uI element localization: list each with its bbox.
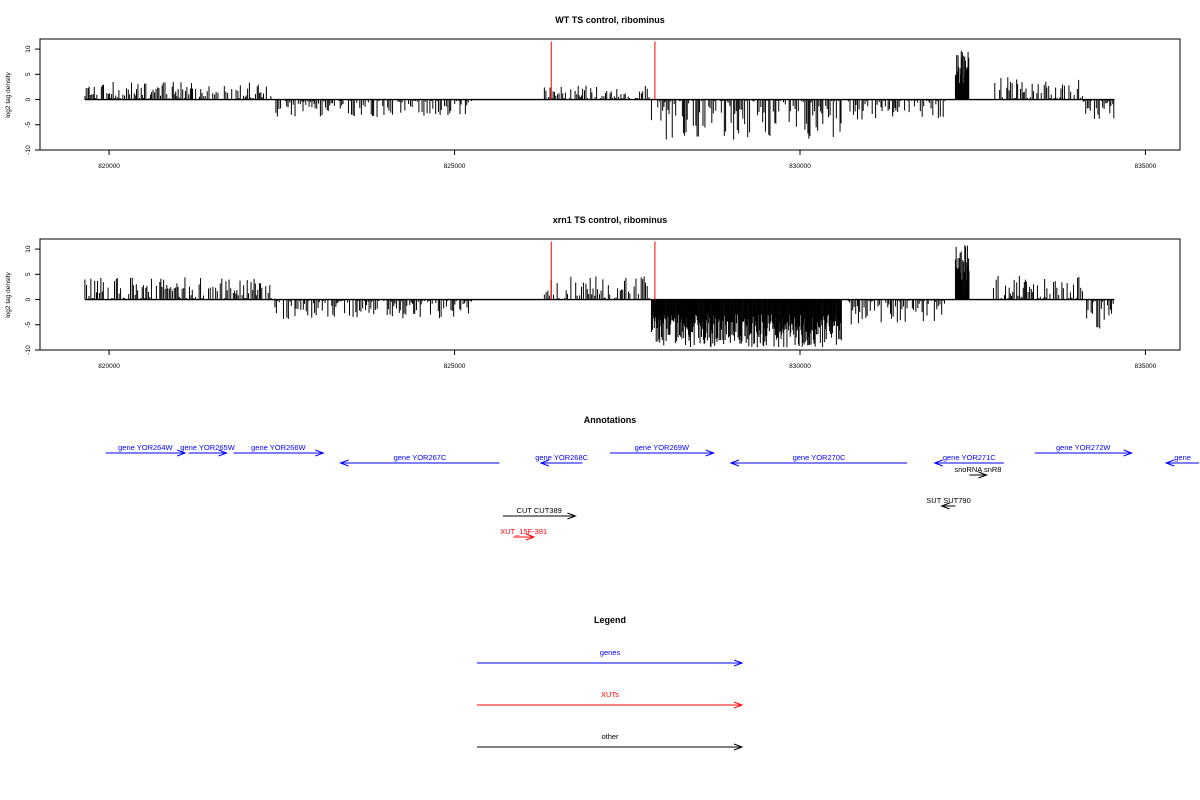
x-tick-label: 830000: [789, 363, 811, 370]
arrowhead: [218, 449, 228, 457]
y-tick-label: 5: [25, 272, 32, 276]
feature-label: gene YOR271C: [943, 453, 996, 462]
legend-arrowhead: [733, 701, 744, 709]
x-tick-label: 835000: [1135, 363, 1157, 370]
annotations-title: Annotations: [584, 415, 637, 425]
feature-label: gene YOR267C: [394, 453, 447, 462]
arrowhead: [567, 512, 577, 520]
arrowhead: [729, 459, 740, 467]
annotation-feature: gene YOR264W: [105, 443, 187, 457]
x-tick-label: 835000: [1135, 163, 1157, 170]
y-tick-label: -5: [25, 321, 32, 327]
panel-wt: WT TS control, ribominus log2 tag densit…: [5, 15, 1181, 170]
feature-label: gene YOR268C: [535, 453, 588, 462]
legend-item: XUTs: [477, 690, 744, 709]
axes-xrn1: -10 -5 0 5 10 820000 825000 830000 835000: [25, 245, 1157, 370]
panel-xrn1: xrn1 TS control, ribominus log2 tag dens…: [5, 215, 1181, 370]
arrowhead: [525, 533, 536, 541]
annotation-feature: gene YOR267C: [339, 453, 500, 467]
y-tick-label: -5: [25, 121, 32, 127]
feature-label: gene YOR270C: [793, 453, 846, 462]
legend-arrowhead: [733, 743, 744, 751]
y-tick-label: 10: [25, 45, 32, 53]
feature-label: SUT SUT790: [926, 496, 970, 505]
y-axis-label-xrn1: log2 tag density: [5, 271, 12, 317]
legend-item: other: [477, 732, 744, 751]
feature-label: CUT CUT389: [517, 506, 562, 515]
arrowhead: [539, 459, 550, 467]
annotation-feature: gene YOR269W: [610, 443, 716, 457]
axes-wt: -10 -5 0 5 10 820000 825000 830000 835000: [25, 45, 1157, 170]
annotation-feature: SUT SUT790: [926, 496, 971, 510]
feature-label: gene: [1174, 453, 1191, 462]
panel-title-wt: WT TS control, ribominus: [555, 15, 665, 25]
y-tick-label: 10: [25, 245, 32, 253]
annotation-feature: gene YOR265W: [180, 443, 236, 457]
x-tick-label: 820000: [98, 163, 120, 170]
annotation-feature: gene YOR266W: [233, 443, 325, 457]
arrowhead: [940, 502, 950, 510]
arrowhead: [705, 449, 716, 457]
arrowhead: [1123, 449, 1134, 457]
arrowhead: [315, 449, 325, 457]
feature-label: XUT_15F-381: [500, 527, 547, 536]
y-tick-label: 5: [25, 72, 32, 76]
signal-bars-xrn1: [84, 241, 1115, 348]
feature-label: gene YOR272W: [1056, 443, 1111, 452]
plot-frame-wt: [39, 38, 1181, 151]
feature-label: snoRNA snR8: [954, 465, 1001, 474]
feature-label: gene YOR269W: [635, 443, 690, 452]
annotation-feature: snoRNA snR8: [954, 465, 1001, 479]
feature-label: gene YOR266W: [251, 443, 306, 452]
annotation-feature: gene YOR270C: [729, 453, 908, 467]
x-tick-label: 820000: [98, 363, 120, 370]
x-tick-label: 825000: [444, 363, 466, 370]
arrowhead: [978, 471, 988, 479]
annotation-track: gene YOR264W gene YOR265W gene YOR266W gene…: [105, 443, 1199, 541]
legend-item: genes: [477, 648, 744, 667]
annotation-feature: XUT_15F-381: [500, 527, 547, 541]
legend-label: XUTs: [601, 690, 619, 699]
y-tick-label: 0: [25, 97, 32, 101]
legend-label: genes: [600, 648, 621, 657]
plot-frame-xrn1: [39, 238, 1181, 351]
x-tick-label: 830000: [789, 163, 811, 170]
panel-title-xrn1: xrn1 TS control, ribominus: [553, 215, 668, 225]
annotation-feature: gene YOR268C: [535, 453, 589, 467]
arrowhead: [1164, 459, 1175, 467]
arrowhead: [176, 449, 187, 457]
legend-arrowhead: [733, 659, 744, 667]
annotation-feature: gene YOR271C: [933, 453, 1004, 467]
annotation-feature: gene YOR272W: [1034, 443, 1134, 457]
feature-label: gene YOR265W: [180, 443, 235, 452]
arrowhead: [339, 459, 349, 467]
signal-bars-wt: [84, 41, 1115, 140]
x-tick-label: 825000: [444, 163, 466, 170]
arrowhead: [933, 459, 943, 467]
y-tick-label: -10: [25, 345, 32, 355]
y-tick-label: -10: [25, 145, 32, 155]
legend: genes XUTs other: [477, 648, 744, 751]
legend-title: Legend: [594, 615, 626, 625]
annotation-feature: CUT CUT389: [502, 506, 577, 520]
feature-label: gene YOR264W: [118, 443, 173, 452]
legend-label: other: [601, 732, 619, 741]
y-tick-label: 0: [25, 297, 32, 301]
annotation-feature: gene: [1164, 453, 1199, 467]
y-axis-label-wt: log2 tag density: [5, 71, 12, 117]
